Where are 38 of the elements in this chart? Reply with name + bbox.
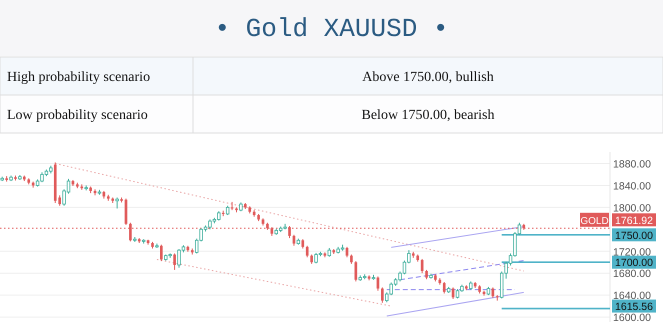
candlestick (40, 172, 44, 183)
y-tick-label: 1880.00 (613, 158, 652, 171)
candlestick (425, 269, 428, 280)
candlestick (301, 238, 304, 250)
ref-line-label: 1750.00 (615, 230, 654, 242)
text: High probability scenario (7, 70, 150, 85)
chart-title: • Gold XAUUSD • (214, 14, 449, 44)
candlestick (350, 254, 353, 264)
candlestick (208, 218, 212, 230)
ref-line-label: 1700.00 (615, 257, 654, 270)
y-tick-label: 1640.00 (613, 290, 652, 302)
candlestick (306, 245, 309, 258)
candlestick (442, 281, 446, 294)
candlestick (58, 194, 61, 206)
y-tick-label: 1720.00 (613, 246, 652, 258)
candlestick (226, 205, 230, 216)
candlestick (492, 286, 494, 298)
ref-line-label: 1615.56 (615, 301, 654, 314)
y-tick-label: 1600.00 (613, 312, 652, 324)
candlestick (160, 244, 163, 262)
candlestick (346, 246, 348, 258)
candlestick (310, 254, 313, 264)
candlestick (173, 252, 176, 270)
text: Above 1750.00, bullish (362, 70, 494, 85)
y-tick-label: 1800.00 (613, 202, 652, 214)
candlestick (420, 258, 424, 274)
candlestick (376, 276, 380, 292)
ref-line-label: GOLD 1761.92 (580, 214, 654, 227)
text: Low probability scenario (7, 108, 148, 123)
text: Below 1750.00, bearish (362, 108, 494, 123)
candlestick (381, 286, 384, 304)
candlestick (292, 234, 296, 246)
y-tick-label: 1840.00 (613, 180, 652, 192)
candlestick (314, 252, 318, 264)
candlestick (354, 260, 358, 282)
y-tick-label: 1680.00 (613, 268, 652, 280)
candlestick (115, 197, 119, 209)
candlestick (452, 286, 454, 300)
